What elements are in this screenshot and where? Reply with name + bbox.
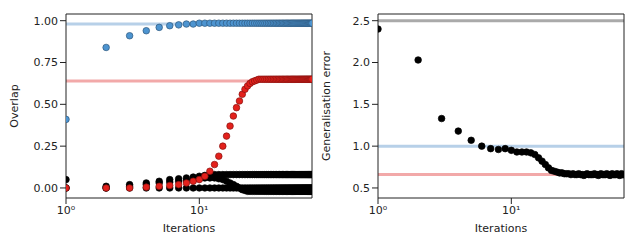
svg-text:0.25: 0.25 <box>34 140 59 153</box>
svg-text:10¹: 10¹ <box>502 204 520 217</box>
svg-text:1.5: 1.5 <box>353 98 371 111</box>
svg-text:10¹: 10¹ <box>190 204 208 217</box>
svg-text:1.00: 1.00 <box>34 15 59 28</box>
svg-text:0.75: 0.75 <box>34 56 59 69</box>
svg-text:2.0: 2.0 <box>353 56 371 69</box>
svg-text:10⁰: 10⁰ <box>369 204 388 217</box>
svg-text:2.5: 2.5 <box>353 15 371 28</box>
svg-text:Iterations: Iterations <box>163 222 216 234</box>
svg-text:Iterations: Iterations <box>475 222 528 234</box>
svg-text:1.0: 1.0 <box>353 140 371 153</box>
svg-text:Overlap: Overlap <box>8 84 21 127</box>
svg-text:0.5: 0.5 <box>353 182 371 195</box>
svg-text:10⁰: 10⁰ <box>57 204 76 217</box>
svg-text:Generalisation error: Generalisation error <box>320 50 333 161</box>
svg-text:0.50: 0.50 <box>34 98 59 111</box>
svg-text:0.00: 0.00 <box>34 182 59 195</box>
